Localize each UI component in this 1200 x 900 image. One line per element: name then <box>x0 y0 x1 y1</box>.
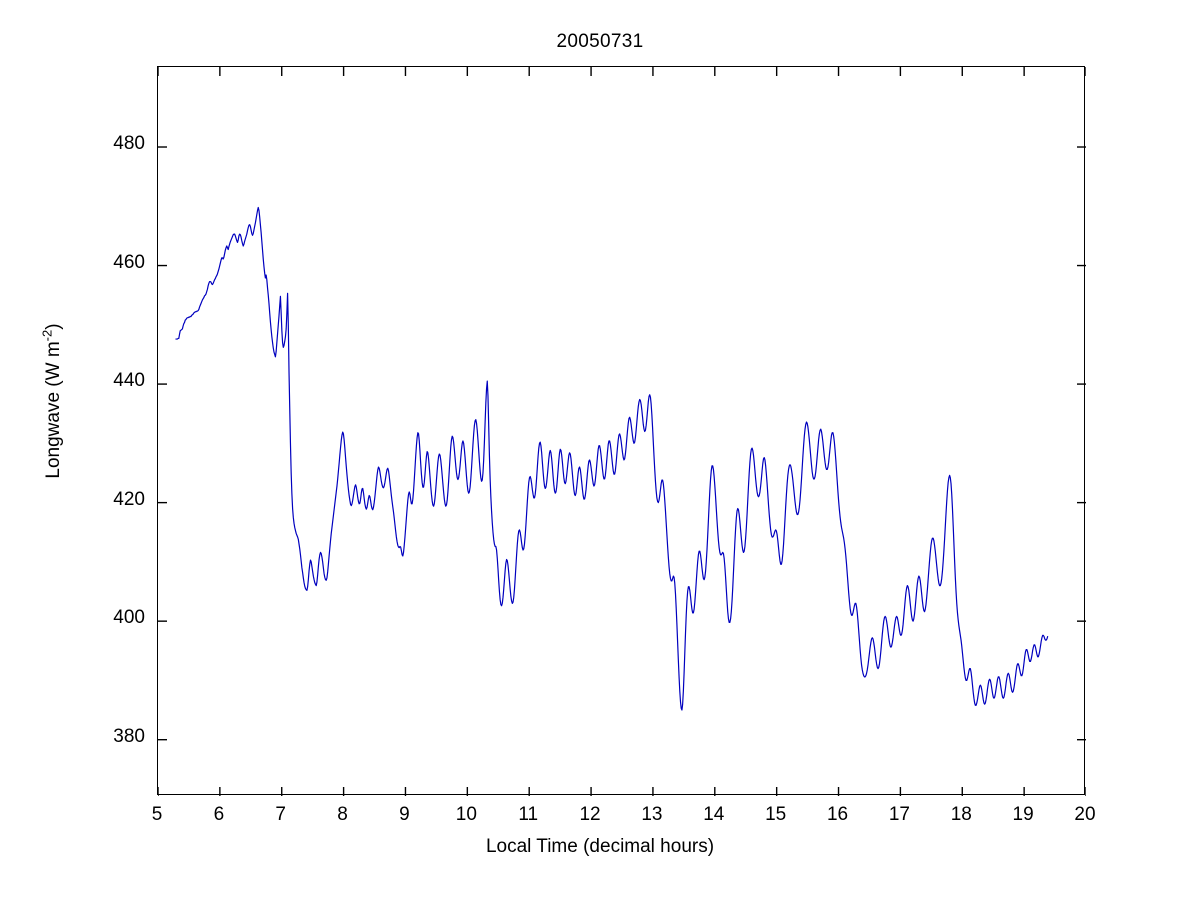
x-axis-label: Local Time (decimal hours) <box>485 836 715 857</box>
plot-area <box>157 66 1086 796</box>
x-tick-label: 13 <box>641 804 663 825</box>
x-tick-label: 9 <box>399 804 410 825</box>
y-tick-label: 420 <box>113 488 145 510</box>
x-tick-label: 6 <box>213 804 225 825</box>
y-tick-label: 460 <box>113 251 145 273</box>
x-tick-label: 20 <box>1074 804 1096 825</box>
x-tick-label: 19 <box>1012 804 1034 825</box>
x-tick-label: 7 <box>275 804 286 825</box>
x-tick-label: 12 <box>579 804 601 825</box>
x-tick-label: 14 <box>703 804 725 825</box>
x-tick-label: 16 <box>826 804 849 825</box>
x-tick-label: 10 <box>455 804 477 825</box>
chart-title: 20050731 <box>556 31 644 52</box>
y-tick-label: 440 <box>113 370 145 392</box>
y-tick-label: 400 <box>113 607 145 629</box>
x-tick-label: 5 <box>151 804 163 825</box>
y-axis-label-container: Longwave (W m-2) <box>39 101 65 701</box>
y-axis-label-tail: ) <box>43 323 64 330</box>
y-axis-label-exponent: -2 <box>39 329 55 342</box>
y-tick-label: 380 <box>113 725 145 747</box>
x-tick-label: 8 <box>337 804 348 825</box>
y-axis-label-base: Longwave (W m <box>43 341 64 479</box>
plot-svg <box>158 67 1086 796</box>
x-tick-label: 18 <box>950 804 972 825</box>
x-tick-label: 17 <box>888 804 910 825</box>
x-tick-label: 11 <box>518 804 539 825</box>
y-axis-label: Longwave (W m-2) <box>39 323 64 479</box>
axis-ticks-group <box>158 67 1086 796</box>
y-tick-label: 480 <box>113 133 145 154</box>
x-tick-label: 15 <box>765 804 787 825</box>
longwave-data-line <box>175 206 1049 711</box>
